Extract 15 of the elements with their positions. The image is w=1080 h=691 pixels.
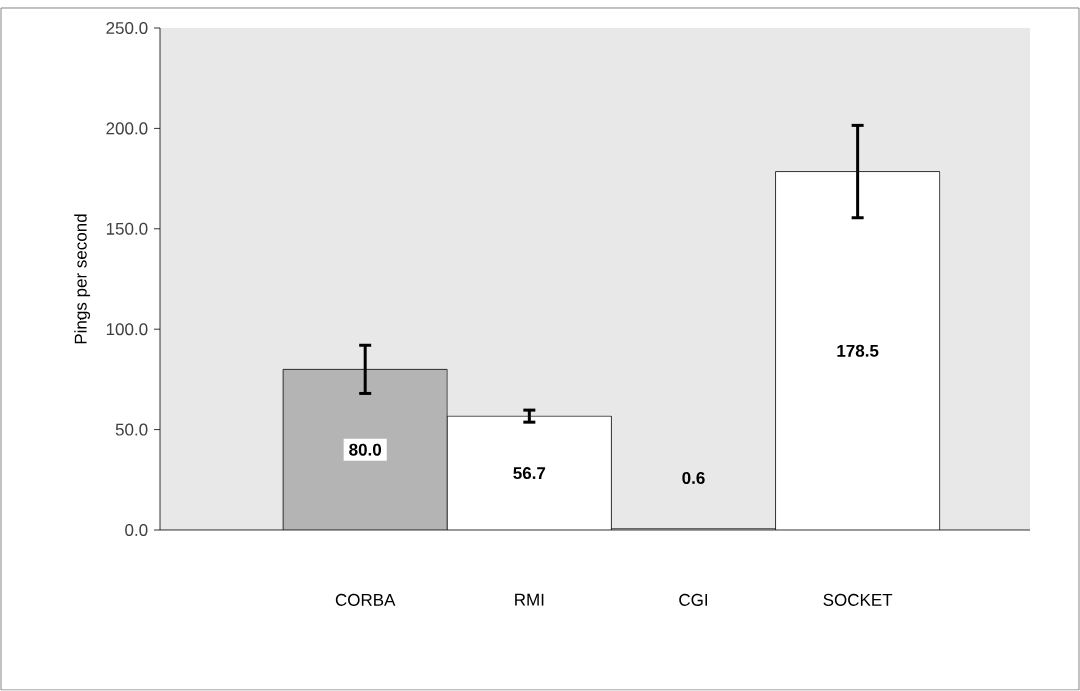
x-tick-label: SOCKET — [823, 593, 893, 606]
data-label: 80.0 — [349, 443, 382, 456]
y-tick-label: 0.0 — [125, 523, 148, 537]
data-label: 178.5 — [837, 344, 879, 357]
y-axis-title: Pings per second — [74, 214, 91, 344]
y-tick-label: 250.0 — [106, 21, 148, 35]
x-tick-label: RMI — [515, 593, 544, 606]
x-tick-label: CORBA — [335, 593, 396, 606]
x-tick-label: CGI — [679, 593, 708, 606]
y-tick-label: 200.0 — [106, 122, 148, 135]
y-tick-label: 150.0 — [106, 222, 148, 235]
data-label: 0.6 — [682, 471, 705, 484]
y-tick-label: 100.0 — [106, 323, 148, 336]
y-tick-label: 50.0 — [115, 423, 148, 436]
data-label: 56.7 — [513, 467, 546, 480]
